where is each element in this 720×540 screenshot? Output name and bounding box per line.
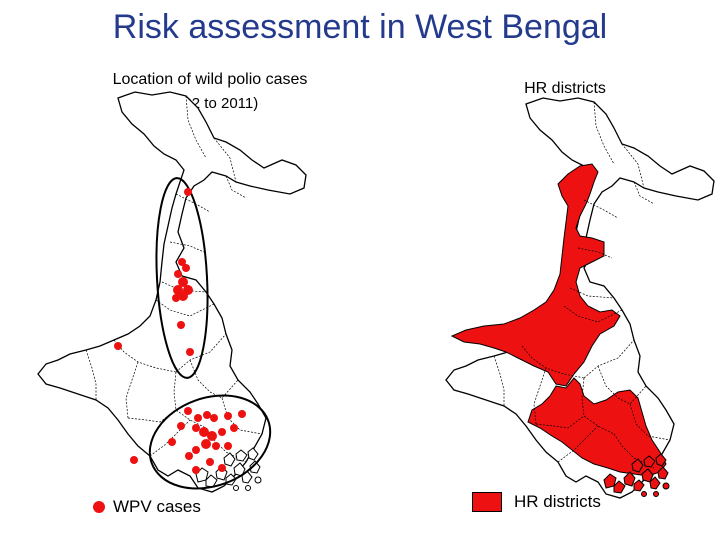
wpv-case-dot [130,456,138,464]
legend-swatch-icon [472,492,502,512]
legend-hr-districts: HR districts [472,492,601,512]
wpv-case-dot [184,407,192,415]
wpv-case-dot [177,321,185,329]
wpv-case-dot [186,348,194,356]
wpv-case-dot [199,427,209,437]
wpv-case-dot [238,410,246,418]
legend-wpv-label: WPV cases [113,497,201,516]
legend-dot-icon [93,501,105,513]
right-map-title: HR districts [524,80,606,97]
wpv-case-dot [203,411,211,419]
wpv-case-dot [207,431,217,441]
wpv-case-dot [177,422,185,430]
right-map [445,97,715,499]
hr-districts-north [450,163,621,387]
wpv-case-dot [192,466,200,474]
wpv-case-dot [184,188,192,196]
wpv-case-dot [178,258,186,266]
wpv-case-markers [114,188,246,474]
wpv-case-dot [192,424,200,432]
left-state-outline [37,91,307,493]
wpv-case-dot [218,428,226,436]
left-map-title: Location of wild polio cases [112,71,308,88]
page-title: Risk assessment in West Bengal [112,8,608,46]
wpv-case-dot [185,452,193,460]
wpv-case-dot [201,439,211,449]
wpv-case-dot [178,291,188,301]
wpv-case-dot [230,424,238,432]
wpv-case-dot [182,264,190,272]
wpv-case-dot [224,442,232,450]
wpv-case-dot [210,414,218,422]
wpv-case-dot [114,342,122,350]
wpv-case-dot [168,438,176,446]
wpv-case-dot [224,412,232,420]
wpv-case-dot [192,446,200,454]
wpv-case-dot [212,442,220,450]
south-cluster-ellipse [148,394,272,490]
wpv-case-dot [206,458,214,466]
wpv-case-dot [174,270,182,278]
wpv-case-dot [218,464,226,472]
left-map [37,91,307,493]
wpv-case-dot [178,277,188,287]
wpv-case-dot [172,294,180,302]
north-cluster-ellipse [155,177,209,379]
wpv-case-dot [194,414,202,422]
legend-wpv-cases: WPV cases [93,497,201,517]
legend-hr-label: HR districts [514,492,601,511]
